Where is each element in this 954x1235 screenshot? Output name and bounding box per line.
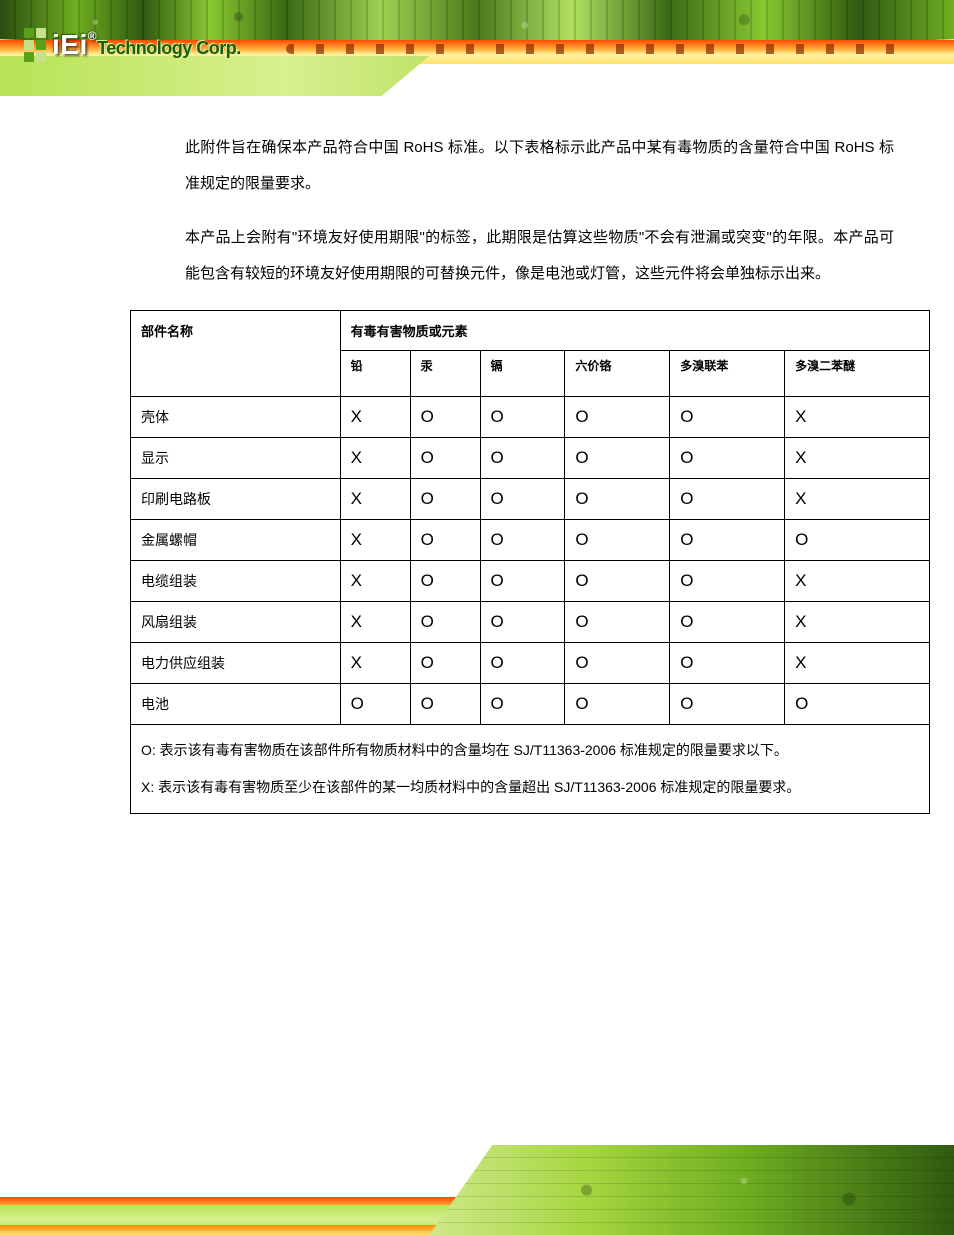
substance-mark-cell: O	[565, 561, 670, 602]
substance-mark-cell: X	[340, 438, 410, 479]
part-name-cell: 壳体	[131, 397, 341, 438]
part-name-cell: 金属螺帽	[131, 520, 341, 561]
substance-mark-cell: O	[480, 561, 565, 602]
logo-tagline: Technology Corp.	[97, 38, 241, 58]
column-header: 多溴联苯	[670, 351, 785, 397]
substance-mark-cell: O	[480, 602, 565, 643]
rohs-table: 部件名称 有毒有害物质或元素 铅汞镉六价铬多溴联苯多溴二苯醚 壳体XOOOOX显…	[130, 310, 930, 814]
table-row: 壳体XOOOOX	[131, 397, 930, 438]
substance-mark-cell: O	[480, 397, 565, 438]
substance-mark-cell: O	[410, 397, 480, 438]
header-substances: 有毒有害物质或元素	[340, 311, 929, 351]
substance-mark-cell: O	[410, 684, 480, 725]
logo-text: iEi®Technology Corp.	[52, 29, 241, 61]
substance-mark-cell: O	[785, 684, 930, 725]
substance-mark-cell: O	[410, 479, 480, 520]
substance-mark-cell: O	[670, 684, 785, 725]
table-row: 风扇组装XOOOOX	[131, 602, 930, 643]
substance-mark-cell: X	[340, 520, 410, 561]
part-name-cell: 电缆组装	[131, 561, 341, 602]
table-row: 金属螺帽XOOOOO	[131, 520, 930, 561]
column-header: 六价铬	[565, 351, 670, 397]
substance-mark-cell: O	[565, 602, 670, 643]
substance-mark-cell: O	[785, 520, 930, 561]
substance-mark-cell: O	[410, 643, 480, 684]
substance-mark-cell: O	[480, 643, 565, 684]
substance-mark-cell: O	[340, 684, 410, 725]
substance-mark-cell: X	[785, 438, 930, 479]
table-legend: O: 表示该有毒有害物质在该部件所有物质材料中的含量均在 SJ/T11363-2…	[131, 725, 930, 814]
substance-mark-cell: O	[670, 643, 785, 684]
table-row: 显示XOOOOX	[131, 438, 930, 479]
part-name-cell: 电力供应组装	[131, 643, 341, 684]
footer-banner	[0, 1135, 954, 1235]
column-header: 铅	[340, 351, 410, 397]
part-name-cell: 印刷电路板	[131, 479, 341, 520]
substance-mark-cell: O	[480, 438, 565, 479]
substance-mark-cell: O	[670, 561, 785, 602]
table-row: 电力供应组装XOOOOX	[131, 643, 930, 684]
column-header: 汞	[410, 351, 480, 397]
substance-mark-cell: O	[410, 561, 480, 602]
table-row: 电缆组装XOOOOX	[131, 561, 930, 602]
column-header: 镉	[480, 351, 565, 397]
logo: iEi®Technology Corp.	[24, 28, 241, 62]
table-row: 印刷电路板XOOOOX	[131, 479, 930, 520]
substance-mark-cell: X	[785, 602, 930, 643]
substance-mark-cell: O	[410, 520, 480, 561]
substance-mark-cell: O	[670, 479, 785, 520]
substance-mark-cell: O	[565, 479, 670, 520]
substance-mark-cell: O	[670, 602, 785, 643]
substance-mark-cell: O	[480, 479, 565, 520]
table-row: 电池OOOOOO	[131, 684, 930, 725]
substance-mark-cell: O	[565, 684, 670, 725]
substance-mark-cell: X	[340, 643, 410, 684]
substance-mark-cell: O	[670, 520, 785, 561]
substance-mark-cell: O	[565, 643, 670, 684]
logo-brand: iEi	[52, 29, 88, 60]
substance-mark-cell: X	[785, 397, 930, 438]
part-name-cell: 电池	[131, 684, 341, 725]
substance-mark-cell: O	[670, 397, 785, 438]
logo-reg: ®	[88, 29, 97, 43]
substance-mark-cell: O	[565, 520, 670, 561]
column-header: 多溴二苯醚	[785, 351, 930, 397]
substance-mark-cell: O	[670, 438, 785, 479]
substance-mark-cell: X	[340, 561, 410, 602]
substance-mark-cell: X	[340, 479, 410, 520]
substance-mark-cell: X	[785, 643, 930, 684]
logo-mark	[24, 28, 46, 62]
substance-mark-cell: X	[340, 397, 410, 438]
intro-paragraph-2: 本产品上会附有"环境友好使用期限"的标签，此期限是估算这些物质"不会有泄漏或突变…	[185, 220, 894, 292]
header-banner: iEi®Technology Corp.	[0, 0, 954, 100]
intro-paragraph-1: 此附件旨在确保本产品符合中国 RoHS 标准。以下表格标示此产品中某有毒物质的含…	[185, 130, 894, 202]
header-part-name: 部件名称	[131, 311, 341, 397]
part-name-cell: 风扇组装	[131, 602, 341, 643]
substance-mark-cell: O	[565, 397, 670, 438]
legend-o: O: 表示该有毒有害物质在该部件所有物质材料中的含量均在 SJ/T11363-2…	[141, 735, 919, 766]
substance-mark-cell: X	[785, 561, 930, 602]
table-header-row: 部件名称 有毒有害物质或元素	[131, 311, 930, 351]
legend-x: X: 表示该有毒有害物质至少在该部件的某一均质材料中的含量超出 SJ/T1136…	[141, 772, 919, 803]
substance-mark-cell: X	[785, 479, 930, 520]
substance-mark-cell: O	[565, 438, 670, 479]
substance-mark-cell: O	[410, 602, 480, 643]
table-legend-row: O: 表示该有毒有害物质在该部件所有物质材料中的含量均在 SJ/T11363-2…	[131, 725, 930, 814]
substance-mark-cell: O	[480, 684, 565, 725]
content: 此附件旨在确保本产品符合中国 RoHS 标准。以下表格标示此产品中某有毒物质的含…	[0, 100, 954, 814]
footer-circuit	[429, 1145, 954, 1235]
substance-mark-cell: O	[480, 520, 565, 561]
substance-mark-cell: O	[410, 438, 480, 479]
part-name-cell: 显示	[131, 438, 341, 479]
substance-mark-cell: X	[340, 602, 410, 643]
